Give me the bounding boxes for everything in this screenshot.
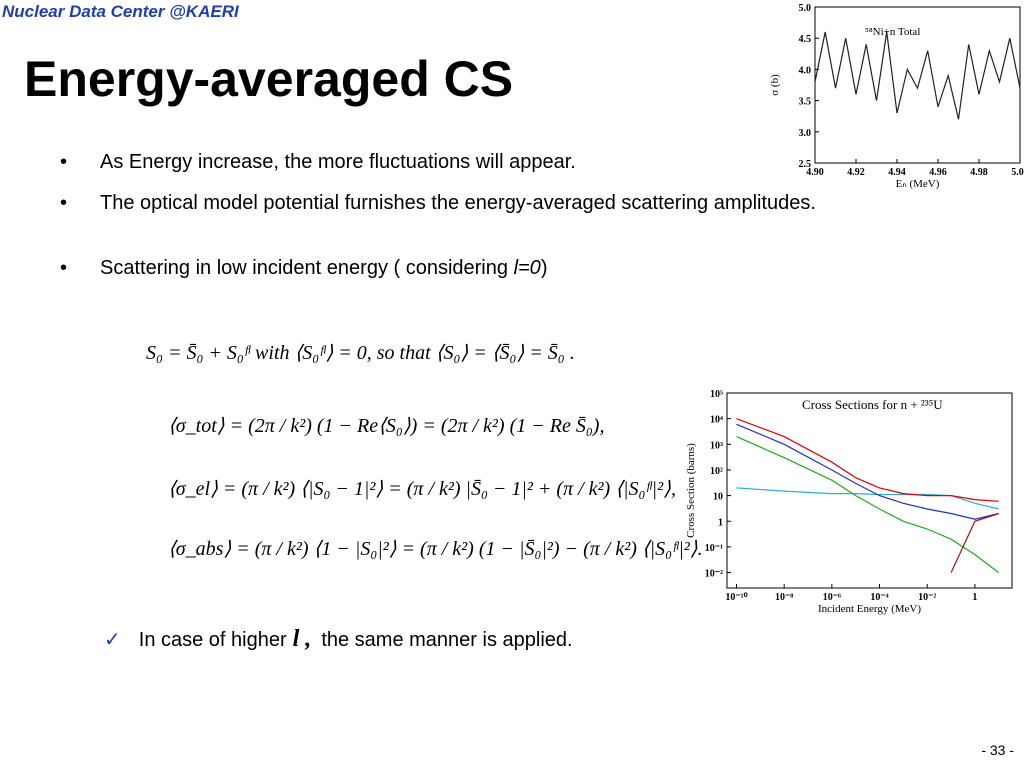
y-tick-label: 2.5	[799, 159, 812, 170]
plot-frame	[814, 6, 1021, 164]
check-item: ✓ In case of higher l , the same manner is …	[104, 626, 573, 653]
x-tick-label: 4.96	[929, 167, 947, 178]
bullet: • Scattering in low incident energy ( con…	[60, 257, 548, 279]
x-tick-label: 4.98	[970, 167, 988, 178]
page-number: - 33 -	[981, 742, 1014, 758]
y-tick-label: 10⁻²	[705, 569, 723, 580]
equation: ⟨σ_tot⟩ = (2π / k²) (1 − Re⟨S₀⟩) = (2π /…	[168, 415, 605, 437]
check-mark: ✓	[104, 629, 121, 651]
y-tick-label: 10³	[710, 440, 723, 451]
bullet-italic: l=0	[513, 257, 541, 279]
x-tick-label: 4.92	[847, 167, 865, 178]
y-tick-label: 4.5	[799, 34, 812, 45]
y-tick-label: 5.0	[799, 3, 812, 14]
y-tick-label: 10⁵	[710, 389, 723, 400]
series-line	[950, 512, 999, 573]
check-text: In case of higher	[138, 629, 287, 651]
x-tick-label: 10⁻⁸	[775, 592, 793, 603]
x-tick-label: 4.90	[806, 167, 824, 178]
x-tick-label: 1	[972, 592, 977, 603]
series-line	[736, 418, 999, 502]
chart: 4.90 4.92 4.94 4.96 4.98 5.00 2.5 3.0 3.5 4.0 4.5 5…	[769, 3, 1024, 190]
bullet-text: )	[540, 257, 548, 279]
y-tick-label: 10²	[710, 466, 723, 477]
y-tick-label: 10⁻¹	[705, 543, 723, 554]
plot-frame	[726, 392, 1013, 589]
equation: ⟨σ_el⟩ = (π / k²) ⟨|S₀ − 1|²⟩ = (π / k²)…	[168, 478, 676, 500]
chart-title: Cross Sections for n + ²³⁵U	[802, 397, 943, 412]
x-tick-label: 4.94	[888, 167, 906, 178]
y-tick-label: 3.0	[799, 128, 812, 139]
series-line	[736, 423, 999, 520]
series-line	[736, 436, 1000, 574]
header: Nuclear Data Center @KAERI	[2, 2, 239, 21]
bullet: • The optical model potential furnishes t…	[60, 192, 816, 214]
y-tick-label: 10	[713, 492, 723, 503]
x-tick-label: 10⁻¹⁰	[725, 592, 747, 603]
y-tick-label: 10⁴	[710, 415, 723, 426]
slide-title: Energy-averaged CS	[24, 51, 514, 107]
x-tick-label: 10⁻²	[918, 592, 936, 603]
bullet-text: As Energy increase, the more fluctuation…	[100, 151, 576, 173]
x-axis-label: Incident Energy (MeV)	[818, 603, 921, 615]
series-line	[736, 487, 999, 510]
y-axis-label: σ (b)	[769, 74, 781, 96]
equation: S₀ = S̄₀ + S₀ᶠˡ with ⟨S₀ᶠˡ⟩ = 0, so that…	[146, 342, 575, 364]
x-tick-label: 10⁻⁴	[870, 592, 888, 603]
y-axis-label: Cross Section (barns)	[685, 443, 697, 538]
y-tick-label: 1	[718, 517, 723, 528]
x-tick-label: 10⁻⁶	[823, 592, 841, 603]
bullet-text: Scattering in low incident energy ( cons…	[100, 257, 514, 279]
bullet-text: The optical model potential furnishes th…	[100, 192, 816, 214]
y-tick-label: 3.5	[799, 97, 812, 108]
series-line	[814, 31, 1021, 120]
bullet: • As Energy increase, the more fluctuatio…	[60, 151, 576, 173]
chart: 10⁻¹⁰ 10⁻⁸ 10⁻⁶ 10⁻⁴ 10⁻² 1 10⁻² 10⁻¹ 1 10 10² 10³ 1…	[685, 389, 1013, 615]
equation: ⟨σ_abs⟩ = (π / k²) ⟨1 − |S₀|²⟩ = (π / k²…	[168, 538, 703, 560]
annotation: ⁵⁸Ni+n Total	[865, 26, 920, 38]
x-tick-label: 5.00	[1011, 167, 1024, 178]
check-symbol: l ,	[292, 626, 312, 652]
x-axis-label: Eₙ (MeV)	[896, 178, 940, 190]
check-text: the same manner is applied.	[321, 629, 573, 651]
y-tick-label: 4.0	[799, 65, 812, 76]
